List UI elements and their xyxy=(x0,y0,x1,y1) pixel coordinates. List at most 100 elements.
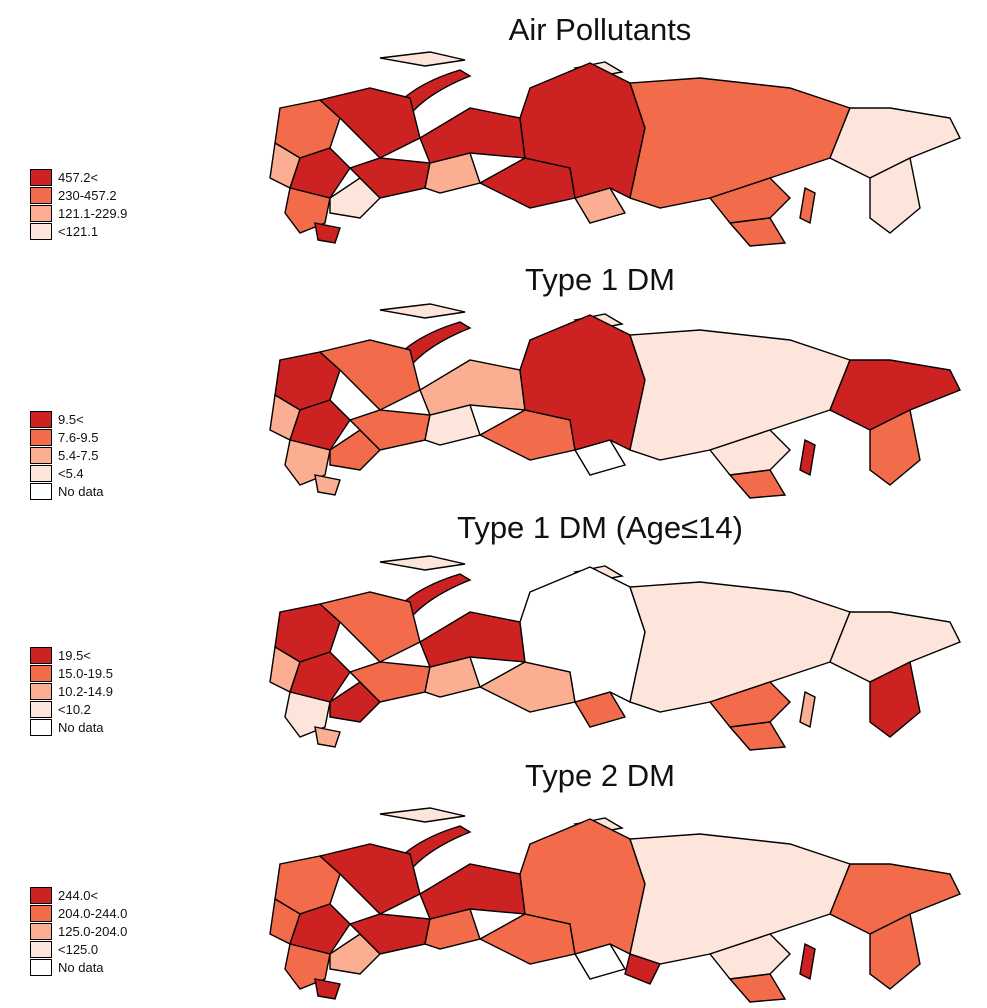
legend-swatch xyxy=(30,958,52,976)
legend-swatch xyxy=(30,482,52,500)
legend-item: 9.5< xyxy=(30,410,104,428)
panel-title: Air Pollutants xyxy=(508,12,692,47)
legend-swatch xyxy=(30,646,52,664)
legend-label: 7.6-9.5 xyxy=(58,429,99,445)
legend-item: 125.0-204.0 xyxy=(30,922,127,940)
legend-label: <10.2 xyxy=(58,701,91,717)
map-region xyxy=(419,359,526,416)
map-region xyxy=(624,953,661,985)
map-region xyxy=(314,978,341,1000)
map-region xyxy=(284,691,331,738)
legend-label: No data xyxy=(58,959,104,975)
legend-swatch xyxy=(30,464,52,482)
legend: 19.5< 15.0-19.5 10.2-14.9 <10.2 No data xyxy=(30,646,113,736)
legend-item: 15.0-19.5 xyxy=(30,664,113,682)
legend-label: <5.4 xyxy=(58,465,84,481)
russia-map xyxy=(269,51,961,247)
map-region xyxy=(329,681,381,723)
russia-map xyxy=(269,807,961,1003)
map-region xyxy=(728,217,787,247)
legend-label: 10.2-14.9 xyxy=(58,683,113,699)
map-region xyxy=(329,177,381,219)
legend-item: No data xyxy=(30,482,104,500)
map-region xyxy=(314,222,341,244)
map-region xyxy=(799,438,816,477)
legend: 9.5< 7.6-9.5 5.4-7.5 <5.4 No data xyxy=(30,410,104,500)
legend-label: 457.2< xyxy=(58,169,99,185)
legend-swatch xyxy=(30,664,52,682)
map-region xyxy=(799,942,816,981)
map-region xyxy=(329,933,381,975)
legend-item: 7.6-9.5 xyxy=(30,428,104,446)
legend-swatch xyxy=(30,204,52,222)
legend-item: 457.2< xyxy=(30,168,127,186)
legend-swatch xyxy=(30,222,52,240)
map-region xyxy=(829,107,961,179)
map-region xyxy=(708,933,791,980)
map-panel-air-pollutants: Air Pollutants 457.2< 230-457.2 121.1-22… xyxy=(0,0,987,252)
map-region xyxy=(708,429,791,476)
legend-swatch xyxy=(30,410,52,428)
legend-label: <125.0 xyxy=(58,941,99,957)
legend-item: 230-457.2 xyxy=(30,186,127,204)
legend-item: 5.4-7.5 xyxy=(30,446,104,464)
legend-label: 204.0-244.0 xyxy=(58,905,128,921)
legend: 244.0< 204.0-244.0 125.0-204.0 <125.0 No… xyxy=(30,886,127,976)
map-region xyxy=(869,912,921,990)
legend-item: 19.5< xyxy=(30,646,113,664)
map-region xyxy=(289,147,351,199)
map-region xyxy=(829,611,961,683)
legend-item: <121.1 xyxy=(30,222,127,240)
russia-map xyxy=(269,303,961,499)
legend-swatch xyxy=(30,168,52,186)
map-region xyxy=(419,107,526,164)
legend-label: No data xyxy=(58,719,104,735)
map-region xyxy=(869,156,921,234)
panel-title: Type 1 DM xyxy=(525,262,675,297)
map-region xyxy=(289,903,351,955)
russia-map xyxy=(269,555,961,751)
map-panel-type1-dm: Type 1 DM 9.5< 7.6-9.5 5.4-7.5 <5.4 No d… xyxy=(0,252,987,504)
legend-swatch xyxy=(30,700,52,718)
legend-item: No data xyxy=(30,958,127,976)
map-region xyxy=(289,651,351,703)
map-region xyxy=(329,429,381,471)
map-region xyxy=(728,469,787,499)
legend-swatch xyxy=(30,446,52,464)
map-region xyxy=(728,973,787,1003)
map-region xyxy=(314,474,341,496)
legend: 457.2< 230-457.2 121.1-229.9 <121.1 xyxy=(30,168,127,240)
map-region xyxy=(708,177,791,224)
legend-swatch xyxy=(30,428,52,446)
panel-title: Type 1 DM (Age≤14) xyxy=(457,510,743,545)
map-region xyxy=(314,726,341,748)
legend-label: 5.4-7.5 xyxy=(58,447,99,463)
legend-item: No data xyxy=(30,718,113,736)
map-panel-type1-dm-age14: Type 1 DM (Age≤14) 19.5< 15.0-19.5 10.2-… xyxy=(0,504,987,756)
legend-item: 121.1-229.9 xyxy=(30,204,127,222)
legend-item: <10.2 xyxy=(30,700,113,718)
map-region xyxy=(829,863,961,935)
legend-swatch xyxy=(30,904,52,922)
legend-swatch xyxy=(30,186,52,204)
legend-item: <125.0 xyxy=(30,940,127,958)
legend-swatch xyxy=(30,682,52,700)
legend-item: <5.4 xyxy=(30,464,104,482)
map-region xyxy=(379,807,466,823)
legend-item: 244.0< xyxy=(30,886,127,904)
map-region xyxy=(284,943,331,990)
map-region xyxy=(799,186,816,225)
legend-item: 10.2-14.9 xyxy=(30,682,113,700)
legend-swatch xyxy=(30,718,52,736)
map-region xyxy=(869,408,921,486)
legend-swatch xyxy=(30,922,52,940)
legend-label: 19.5< xyxy=(58,647,91,663)
map-region xyxy=(728,721,787,751)
map-region xyxy=(379,555,466,571)
map-region xyxy=(289,399,351,451)
map-region xyxy=(419,863,526,920)
map-region xyxy=(869,660,921,738)
map-region xyxy=(284,439,331,486)
map-region xyxy=(419,611,526,668)
legend-swatch xyxy=(30,940,52,958)
